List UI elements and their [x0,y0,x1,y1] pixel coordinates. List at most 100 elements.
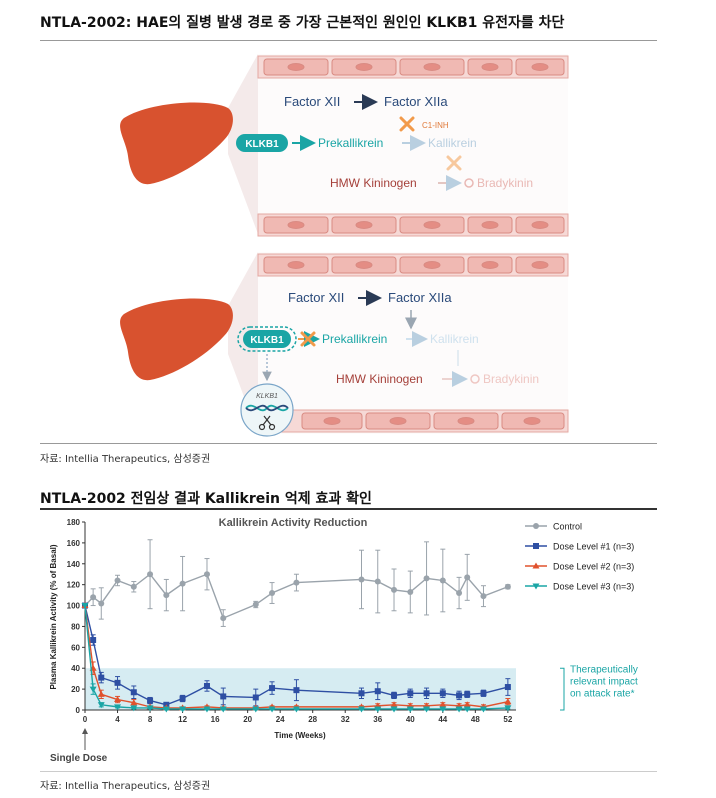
x-tick-label: 8 [148,715,153,724]
x-tick-label: 20 [243,715,252,724]
data-point [130,689,137,696]
data-point [464,691,471,698]
bottom-vessel-wall-upper [257,253,569,277]
bottom-bradykinin: Bradykinin [483,372,539,386]
data-point [504,698,512,705]
data-point [179,695,186,702]
data-point [374,688,381,695]
data-point [480,690,487,697]
data-point [179,580,186,587]
section1-title-rule [40,40,657,41]
top-factor-xii: Factor XII [284,94,340,109]
bottom-factor-xii: Factor XII [288,290,344,305]
data-point [81,603,89,610]
data-point [179,706,187,713]
data-point [479,706,487,713]
top-c1inh-block-icon [399,116,415,132]
bottom-hmw-kininogen: HMW Kininogen [336,372,423,386]
data-point [358,576,365,583]
data-point [98,674,105,681]
data-point [423,690,430,697]
legend-marker [532,562,540,569]
data-point [147,571,154,578]
data-point [374,578,381,585]
data-point [504,684,511,691]
section1-bottom-rule [40,443,657,444]
data-point [147,697,154,704]
data-point [98,600,105,607]
y-tick-label: 40 [71,664,80,673]
data-point [464,574,471,581]
legend-marker [533,523,539,529]
data-point [269,590,276,597]
y-tick-label: 0 [76,706,81,715]
chart-x-axis-label: Time (Weeks) [274,731,326,740]
x-tick-label: 52 [503,715,512,724]
data-point [146,705,154,712]
data-point [268,706,276,713]
top-klkb1-label: KLKB1 [245,139,279,150]
data-point [292,706,300,713]
bottom-klkb1-badge [243,330,291,348]
x-tick-label: 44 [438,715,447,724]
data-point [391,692,398,699]
bottom-prekallikrein: Prekallikrein [322,332,387,346]
data-point [220,693,227,700]
top-prekallikrein: Prekallikrein [318,136,383,150]
top-panel: Factor XII Factor XIIa C1-INH KLKB1 Prek… [120,54,569,237]
data-point [423,706,431,713]
data-point [423,575,430,582]
bottom-liver-icon [120,298,233,381]
band-label-line: Therapeutically [570,664,638,675]
bottom-klkb1-ring [237,326,297,352]
data-point [130,699,138,706]
y-tick-label: 100 [67,602,81,611]
data-point [252,694,259,701]
data-point [114,679,121,686]
bottom-bradykinin-icon [470,374,480,384]
band-label-line: relevant impact [570,676,638,687]
data-point [391,586,398,593]
data-point [203,682,210,689]
data-point [89,686,97,693]
bottom-vessel-wall-lower [257,409,569,433]
y-tick-label: 120 [67,581,81,590]
chart-title: Kallikrein Activity Reduction [219,517,368,529]
top-kallikrein-block-icon [446,155,462,171]
y-tick-label: 20 [71,685,80,694]
top-factor-xiia: Factor XIIa [384,94,448,109]
data-point [456,692,463,699]
bottom-klkb1-block-icon [300,331,316,347]
chart-y-axis-label: Plasma Kallikrein Activity (% of Basal) [49,544,58,689]
x-tick-label: 24 [276,715,285,724]
single-dose-label: Single Dose [50,753,108,764]
x-tick-label: 48 [471,715,480,724]
band-bracket [560,667,565,711]
band-label-line: on attack rate* [570,688,635,699]
data-point [90,637,97,644]
bottom-panel: Factor XII Factor XIIa KLKB1 Prekallikre… [120,252,569,437]
data-point [504,705,512,712]
x-tick-label: 28 [308,715,317,724]
bottom-zoom-wedge [228,252,258,434]
data-point [455,706,463,713]
section1-source: 자료: Intellia Therapeutics, 삼성증권 [40,454,211,465]
kallikrein-chart: Kallikrein Activity Reduction Plasma Kal… [40,512,657,770]
data-point [114,577,121,584]
data-point [114,704,122,711]
bottom-klkb1-label: KLKB1 [250,335,284,346]
top-liver-icon [120,102,233,185]
data-point [203,706,211,713]
data-point [90,594,97,601]
y-tick-label: 60 [71,643,80,652]
single-dose-arrowhead [82,728,88,734]
data-point [390,706,398,713]
data-point [439,690,446,697]
data-point [406,706,414,713]
dna-klkb1-label: KLKB1 [256,393,278,400]
y-tick-label: 80 [71,622,80,631]
section2-source: 자료: Intellia Therapeutics, 삼성증권 [40,781,211,792]
data-point [407,588,414,595]
bottom-factor-xiia: Factor XIIa [388,290,452,305]
legend-label: Dose Level #2 (n=3) [553,562,634,572]
